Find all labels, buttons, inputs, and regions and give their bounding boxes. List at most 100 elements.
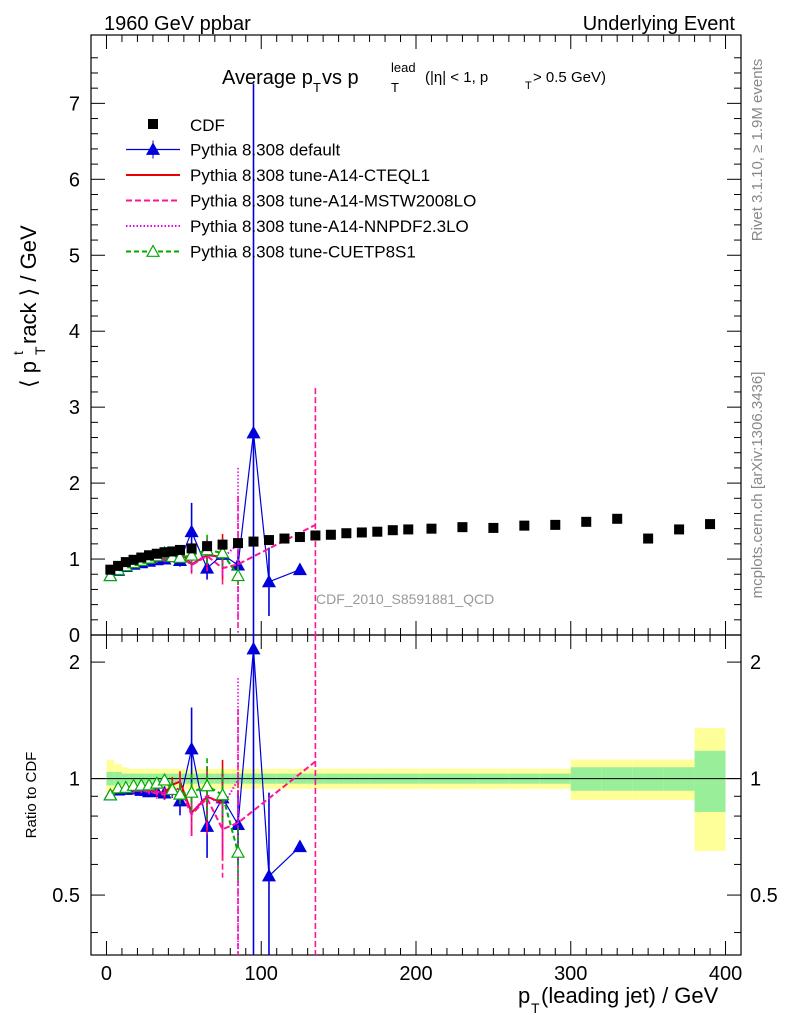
legend-label: Pythia 8.308 tune-A14-NNPDF2.3LO (190, 217, 469, 236)
cdf-data-point (550, 519, 561, 530)
ratio-point (261, 868, 276, 882)
legend-label: Pythia 8.308 default (190, 141, 341, 160)
cdf-data-point (488, 522, 499, 533)
ratio-y-axis-label: Ratio to CDF (23, 752, 40, 839)
legend-label: CDF (190, 116, 225, 135)
ratio-point (184, 741, 199, 755)
xlabel-rest: (leading jet) / GeV (541, 983, 719, 1008)
y-tick-label: 3 (69, 397, 80, 419)
cdf-data-point (612, 513, 623, 524)
y-tick-label: 0 (69, 625, 80, 647)
cdf-data-point (643, 533, 654, 544)
cdf-data-point (403, 524, 414, 535)
title-cut-pt: > 0.5 GeV) (533, 69, 606, 86)
cdf-data-point (341, 528, 352, 539)
legend-label: Pythia 8.308 tune-A14-MSTW2008LO (190, 192, 476, 211)
cdf-data-point (248, 536, 259, 547)
title-sub-t1: T (313, 80, 321, 95)
ratio-series-layer (103, 635, 317, 955)
ratio-point (231, 845, 246, 858)
cdf-data-point (279, 533, 290, 544)
y-tick-label: 4 (69, 321, 80, 343)
analysis-id-watermark: CDF_2010_S8591881_QCD (316, 591, 494, 607)
x-tick-label: 400 (709, 963, 742, 985)
cdf-data-point (325, 529, 336, 540)
ratio-tick-label: 1 (69, 769, 80, 791)
cdf-data-point (202, 541, 213, 552)
x-tick-label: 300 (554, 963, 587, 985)
y-tick-label: 7 (69, 93, 80, 115)
ratio-tick-label: 2 (750, 652, 761, 674)
cdf-data-point (356, 527, 367, 538)
ratio-point (200, 778, 215, 792)
legend-marker (145, 244, 161, 257)
ratio-point (292, 839, 307, 853)
y-tick-label: 5 (69, 245, 80, 267)
cdf-data-point (120, 557, 131, 568)
title-cut-eta: (|η| < 1, p (425, 69, 488, 86)
ratio-line-pythia-8-308-default (110, 648, 301, 878)
y-tick-label: 2 (69, 473, 80, 495)
ratio-point (215, 787, 230, 801)
title-vs: vs p (322, 67, 359, 89)
cdf-data-point (151, 548, 162, 559)
title-sub-t2: T (391, 80, 399, 95)
cdf-data-point (105, 564, 116, 575)
ylabel-main: ⟨ p (16, 361, 41, 388)
ratio-point (184, 785, 199, 798)
xlabel-main: p (518, 983, 530, 1008)
y-tick-label: 6 (69, 169, 80, 191)
cdf-data-point (294, 532, 305, 543)
plot-title: Average p T vs p T lead (|η| < 1, p T > … (222, 60, 606, 95)
ratio-point (246, 641, 261, 655)
energy-label: 1960 GeV ppbar (104, 13, 251, 35)
x-tick-label: 200 (399, 963, 432, 985)
cdf-data-point (581, 516, 592, 527)
axis-ticks: 0 100 200 300 400 0 1 2 3 4 5 6 7 0.5 0.5 1 1 2 2 (52, 35, 778, 985)
cdf-data-point (136, 552, 147, 563)
ratio-point (103, 787, 118, 801)
cdf-data-point (186, 543, 197, 554)
legend-label: Pythia 8.308 tune-CUETP8S1 (190, 243, 416, 262)
ylabel-sub: T (32, 346, 48, 355)
cdf-data-point (174, 544, 185, 555)
ratio-tick-label: 0.5 (750, 885, 778, 907)
cdf-data-point (263, 535, 274, 546)
data-point (292, 562, 307, 576)
xlabel-sub: T (531, 1000, 540, 1016)
x-tick-label: 0 (101, 963, 112, 985)
legend: CDF Pythia 8.308 default Pythia 8.308 tune… (126, 116, 476, 262)
ratio-tick-label: 2 (69, 652, 80, 674)
cdf-data-point (674, 524, 685, 535)
data-point (261, 574, 276, 588)
ratio-tick-label: 1 (750, 769, 761, 791)
cdf-data-point (217, 539, 228, 550)
ratio-point (165, 782, 180, 796)
title-main: Average p (222, 67, 313, 89)
cdf-data-point (519, 520, 530, 531)
rivet-version-label: Rivet 3.1.10, ≥ 1.9M events (749, 59, 766, 242)
x-tick-label: 100 (245, 963, 278, 985)
cdf-data-point (167, 546, 178, 557)
data-point (172, 550, 188, 563)
ratio-tick-label: 0.5 (52, 885, 80, 907)
cdf-data-point (705, 519, 716, 530)
data-point (184, 524, 199, 538)
y-axis-label: ⟨ p T t rack ⟩ / GeV (10, 225, 48, 388)
cdf-data-point (159, 547, 170, 558)
cdf-data-point (426, 523, 437, 534)
title-cut-sub-t: T (525, 80, 532, 92)
data-point (215, 545, 230, 559)
cdf-data-point (233, 538, 244, 549)
cdf-data-point (457, 522, 468, 533)
stat-uncertainty-band (694, 750, 726, 812)
y-tick-label: 1 (69, 549, 80, 571)
cdf-data-point (144, 550, 155, 561)
title-sup-lead: lead (391, 60, 416, 75)
ratio-uncertainty-bands (91, 728, 741, 851)
cdf-data-point (113, 560, 124, 571)
legend-label: Pythia 8.308 tune-A14-CTEQL1 (190, 166, 430, 185)
cdf-data-point (310, 530, 321, 541)
cdf-data-point (387, 525, 398, 536)
